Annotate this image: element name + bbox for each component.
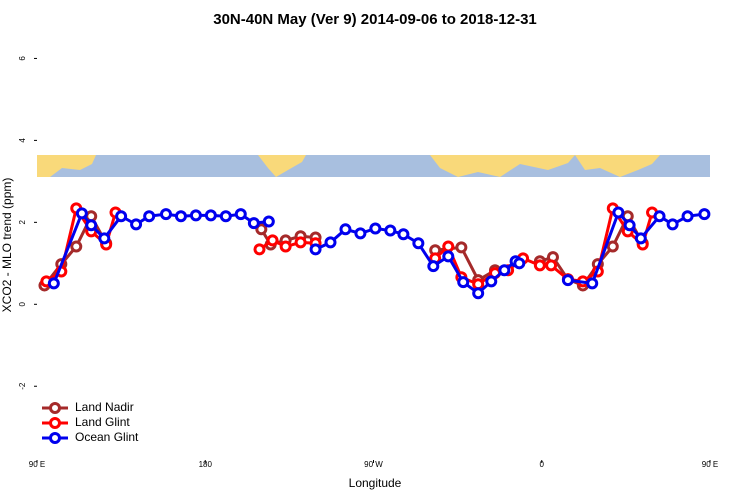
point bbox=[472, 287, 485, 300]
legend-marker bbox=[49, 432, 61, 444]
point bbox=[159, 208, 172, 221]
point bbox=[262, 215, 275, 228]
point bbox=[513, 257, 526, 270]
point bbox=[397, 228, 410, 241]
point bbox=[98, 232, 111, 245]
point bbox=[70, 240, 83, 253]
point bbox=[698, 208, 711, 221]
point bbox=[294, 236, 307, 249]
point bbox=[427, 260, 440, 273]
y-tick-label: 4 bbox=[18, 138, 27, 143]
map-strip bbox=[37, 155, 710, 177]
point bbox=[247, 217, 260, 230]
point bbox=[255, 223, 268, 236]
point bbox=[666, 218, 679, 231]
point bbox=[498, 264, 511, 277]
y-axis-label: XCO2 - MLO trend (ppm) bbox=[0, 178, 14, 313]
point bbox=[174, 210, 187, 223]
point bbox=[623, 219, 636, 232]
point bbox=[384, 224, 397, 237]
point bbox=[354, 227, 367, 240]
point bbox=[219, 210, 232, 223]
legend-label: Ocean Glint bbox=[75, 430, 139, 444]
point bbox=[653, 210, 666, 223]
point bbox=[561, 274, 574, 287]
point bbox=[234, 208, 247, 221]
legend-label: Land Nadir bbox=[75, 400, 134, 414]
point bbox=[545, 259, 558, 272]
point bbox=[339, 223, 352, 236]
x-tick-label: 0 bbox=[540, 460, 545, 469]
point bbox=[612, 206, 625, 219]
point bbox=[279, 240, 292, 253]
point bbox=[442, 240, 455, 253]
point bbox=[412, 237, 425, 250]
point bbox=[586, 277, 599, 290]
y-tick-label: 2 bbox=[18, 220, 27, 225]
point bbox=[533, 259, 546, 272]
point bbox=[442, 250, 455, 263]
legend-marker bbox=[49, 402, 61, 414]
point bbox=[485, 275, 498, 288]
point bbox=[369, 222, 382, 235]
point bbox=[324, 236, 337, 249]
point bbox=[681, 210, 694, 223]
x-tick-label: 90 E bbox=[29, 460, 45, 469]
y-tick-label: 6 bbox=[18, 56, 27, 61]
point bbox=[455, 241, 468, 254]
x-tick-label: 90 W bbox=[364, 460, 383, 469]
point bbox=[75, 207, 88, 220]
series bbox=[38, 210, 649, 292]
point bbox=[85, 219, 98, 232]
point bbox=[309, 243, 322, 256]
point bbox=[47, 277, 60, 290]
point bbox=[606, 240, 619, 253]
x-tick-label: 180 bbox=[199, 460, 213, 469]
y-tick-label: -2 bbox=[18, 382, 27, 390]
x-axis-label: Longitude bbox=[349, 476, 402, 490]
y-tick-label: 0 bbox=[18, 302, 27, 307]
point bbox=[115, 210, 128, 223]
point bbox=[266, 234, 279, 247]
legend-label: Land Glint bbox=[75, 415, 130, 429]
point bbox=[204, 209, 217, 222]
point bbox=[253, 243, 266, 256]
point bbox=[189, 209, 202, 222]
point bbox=[143, 210, 156, 223]
point bbox=[634, 232, 647, 245]
x-tick-label: 90 E bbox=[702, 460, 718, 469]
point bbox=[457, 276, 470, 289]
chart-title: 30N-40N May (Ver 9) 2014-09-06 to 2018-1… bbox=[213, 11, 537, 28]
legend-marker bbox=[49, 417, 61, 429]
point bbox=[130, 218, 143, 231]
series bbox=[47, 206, 711, 300]
